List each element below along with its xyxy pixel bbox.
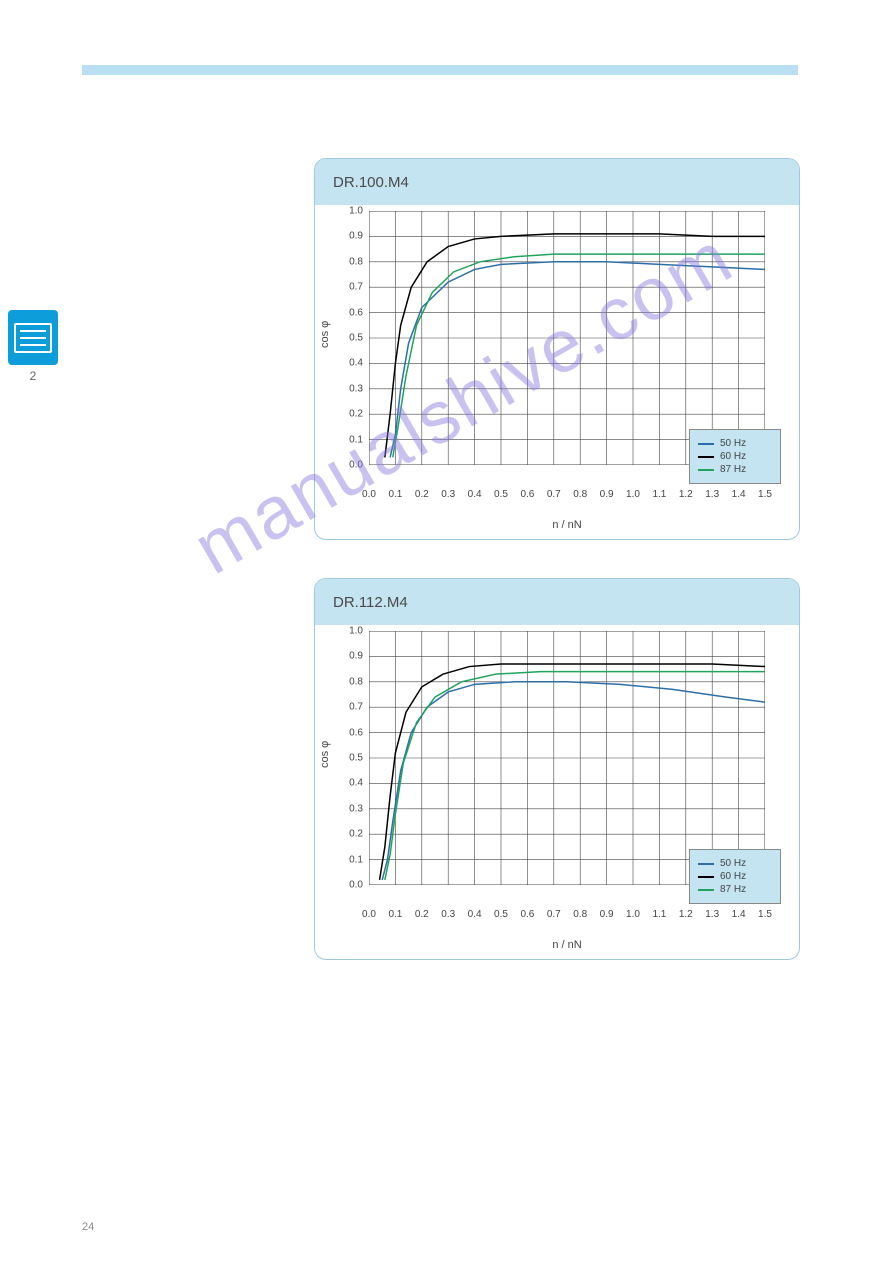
chart-card-2: DR.112.M4 cos φ 0.00.10.20.30.40.50.60.7… <box>314 578 800 960</box>
chart-title-1: DR.100.M4 <box>315 159 799 205</box>
plot-1 <box>369 211 765 465</box>
legend-2: 50 Hz60 Hz87 Hz <box>689 849 781 904</box>
x-axis-1: 0.00.10.20.30.40.50.60.70.80.91.01.11.21… <box>369 485 765 509</box>
x-axis-2: 0.00.10.20.30.40.50.60.70.80.91.01.11.21… <box>369 905 765 929</box>
tab-number: 2 <box>8 369 58 383</box>
book-icon <box>8 310 58 365</box>
x-axis-label-2: n / nN <box>369 939 765 951</box>
y-axis-1: 0.00.10.20.30.40.50.60.70.80.91.0 <box>315 205 369 465</box>
chart-card-1: DR.100.M4 cos φ 0.00.10.20.30.40.50.60.7… <box>314 158 800 540</box>
x-axis-label-1: n / nN <box>369 519 765 531</box>
chart-title-2: DR.112.M4 <box>315 579 799 625</box>
legend-1: 50 Hz60 Hz87 Hz <box>689 429 781 484</box>
top-rule <box>82 65 798 75</box>
footer-page-number: 24 <box>82 1221 94 1233</box>
y-axis-2: 0.00.10.20.30.40.50.60.70.80.91.0 <box>315 625 369 885</box>
side-tab: 2 <box>8 310 58 365</box>
plot-2 <box>369 631 765 885</box>
